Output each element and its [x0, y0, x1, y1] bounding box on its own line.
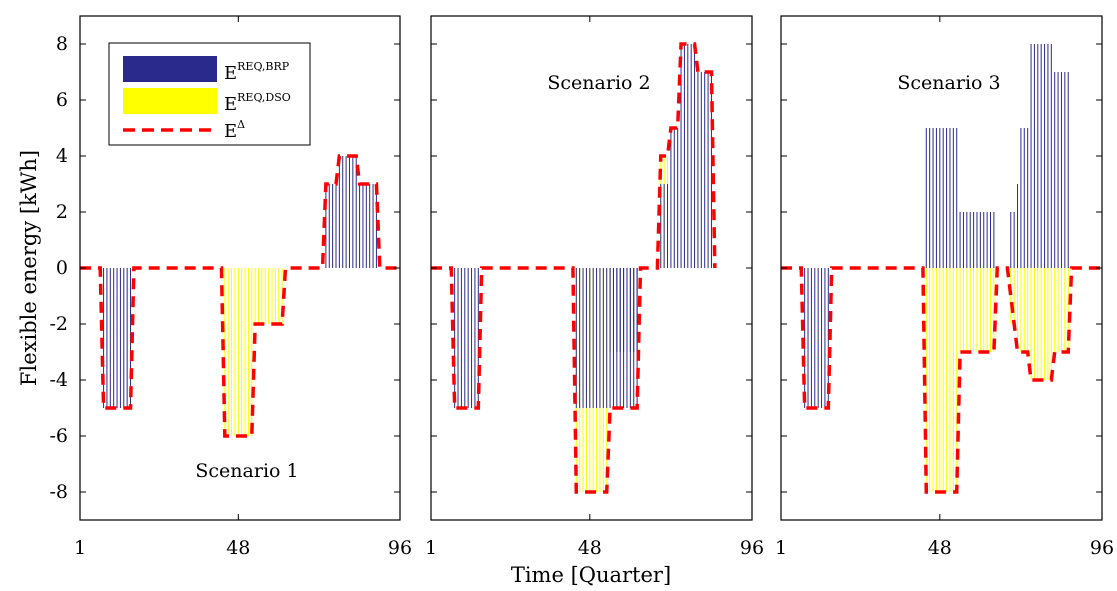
x-tick-label: 48: [578, 537, 602, 559]
y-tick-label: 2: [56, 201, 68, 223]
y-tick-label: -2: [49, 313, 68, 335]
panel-scenario-1: 1 48 96 8 6 4 2 0 -2 -4 -6 -8 Scenario 1: [49, 15, 412, 559]
delta-line: [431, 42, 717, 494]
y-tick-label: 0: [56, 257, 68, 279]
legend-label-dso: EREQ,DSO: [224, 91, 291, 115]
x-tick-label: 48: [928, 537, 952, 559]
scenario-label: Scenario 1: [195, 460, 298, 482]
bars-group: [454, 44, 712, 492]
y-tick-label: -4: [49, 369, 68, 391]
legend-swatch-brp: [123, 56, 217, 82]
x-tick-label: 1: [425, 537, 437, 559]
x-tick-label: 96: [740, 537, 764, 559]
legend-swatch-dso: [123, 88, 217, 114]
y-tick-label: 6: [56, 89, 68, 111]
panel-scenario-3: 1 48 96 Scenario 3: [775, 15, 1114, 559]
panel-scenario-2: 1 48 96 Scenario 2: [425, 15, 764, 559]
y-tick-label: 8: [56, 33, 68, 55]
legend-label-brp: EREQ,BRP: [224, 60, 290, 84]
bars-group: [103, 156, 377, 436]
x-tick-label: 1: [775, 537, 787, 559]
legend-label-delta: EΔ: [224, 118, 245, 142]
x-tick-label: 96: [388, 537, 412, 559]
y-tick-label: 4: [56, 145, 68, 167]
bars-group: [804, 44, 1069, 492]
x-tick-label: 48: [226, 537, 250, 559]
legend: EREQ,BRP EREQ,DSO EΔ: [108, 42, 311, 146]
y-tick-label: -8: [49, 481, 68, 503]
x-tick-label: 1: [74, 537, 86, 559]
scenario-label: Scenario 2: [547, 72, 650, 94]
delta-line: [781, 266, 1102, 494]
y-axis-label: Flexible energy [kWh]: [17, 150, 41, 386]
delta-line: [80, 154, 400, 438]
y-tick-label: -6: [49, 425, 68, 447]
scenario-label: Scenario 3: [897, 72, 1000, 94]
x-tick-label: 96: [1090, 537, 1114, 559]
x-axis-label: Time [Quarter]: [511, 563, 671, 587]
